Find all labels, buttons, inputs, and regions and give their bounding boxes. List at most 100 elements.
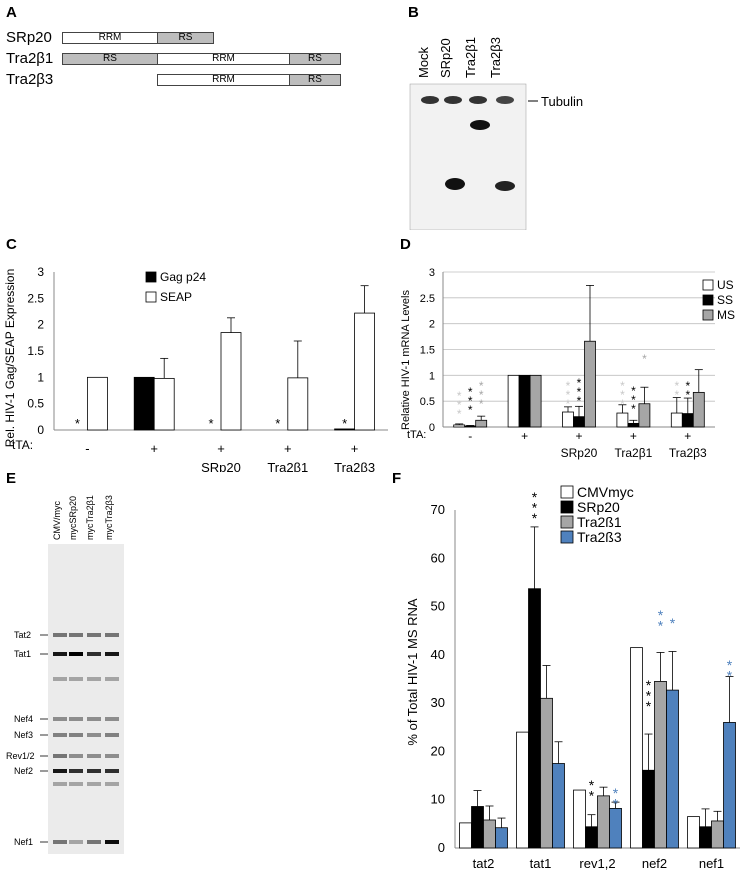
band-label-tubulin: Tubulin — [541, 94, 583, 109]
tta-value: + — [284, 441, 292, 456]
panel-e-gel: CMV/myc mycSRp20 mycTra2β1 mycTra2β3 Tat… — [6, 495, 124, 854]
gel-band — [69, 677, 83, 681]
tta-value: + — [684, 429, 691, 443]
legend-label: SEAP — [160, 290, 192, 304]
y-tick-label: 40 — [431, 647, 445, 662]
gel-band — [69, 782, 83, 786]
protein-band — [470, 120, 490, 130]
lane-label: Tra2β3 — [488, 37, 503, 78]
significance-marker: * — [479, 379, 484, 393]
y-tick-label: 0 — [429, 422, 435, 434]
bar — [133, 376, 155, 431]
bar — [507, 374, 520, 428]
gel-band — [53, 754, 67, 758]
y-tick-label: 60 — [431, 550, 445, 565]
tta-label: tTA: — [407, 429, 426, 441]
x-tick-label: SRp20 — [561, 446, 598, 460]
rrm-domain: RRM — [157, 53, 290, 65]
gel-band — [69, 733, 83, 737]
significance-marker: * — [685, 379, 690, 393]
tta-value: + — [575, 429, 582, 443]
gel-band — [69, 754, 83, 758]
x-tick-label: Tra2β1 — [614, 446, 652, 460]
bar — [616, 412, 629, 428]
significance-marker: * — [577, 376, 582, 390]
y-axis-label: % of Total HIV-1 MS RNA — [405, 598, 420, 745]
gel-band — [53, 840, 67, 844]
blot-membrane — [409, 83, 527, 230]
bar — [354, 312, 376, 431]
gel-band — [69, 633, 83, 637]
y-tick-label: 2 — [37, 318, 44, 332]
bar — [573, 416, 585, 428]
significance-marker: * — [479, 388, 484, 402]
significance-marker: * — [658, 618, 664, 634]
gel-band — [87, 754, 101, 758]
significance-marker: * — [727, 668, 733, 684]
significance-marker: * — [208, 416, 213, 431]
x-tick-label: rev1,2 — [579, 856, 615, 871]
significance-marker: * — [479, 397, 484, 411]
tta-value: - — [468, 429, 472, 443]
significance-marker: * — [566, 379, 571, 393]
panel-label-f: F — [392, 470, 402, 487]
panel-d-chart: Relative HIV-1 mRNA Levels tTA: 0 0.5 1 1.5… — [400, 267, 735, 460]
gel-band — [87, 717, 101, 721]
y-tick-label: 20 — [431, 743, 445, 758]
bar — [459, 822, 472, 849]
bar — [681, 413, 694, 428]
significance-marker: * — [275, 416, 280, 431]
significance-marker: * — [631, 402, 636, 416]
gel-band — [105, 652, 119, 656]
gel-band — [87, 769, 101, 773]
significance-marker: * — [620, 388, 625, 402]
tubulin-band — [444, 96, 462, 104]
bar — [483, 819, 496, 849]
bar — [692, 391, 705, 428]
gel-band — [53, 652, 67, 656]
gel-background — [48, 544, 124, 854]
rrm-domain: RRM — [157, 74, 290, 86]
bar — [699, 826, 712, 849]
legend-swatch — [560, 485, 574, 499]
protein-name: Tra2β3 — [6, 71, 54, 88]
significance-marker: * — [646, 698, 652, 714]
y-tick-label: 10 — [431, 792, 445, 807]
rrm-domain: RRM — [62, 32, 158, 44]
x-tick-label: Tra2β3 — [334, 460, 375, 472]
significance-marker: * — [631, 384, 636, 398]
bar — [627, 422, 640, 428]
significance-marker: * — [468, 394, 473, 408]
significance-marker: * — [75, 416, 80, 431]
band-label: Tat1 — [14, 649, 31, 659]
gel-band — [105, 633, 119, 637]
bar — [638, 403, 651, 428]
gel-band — [53, 677, 67, 681]
gel-band — [69, 769, 83, 773]
x-tick-label: tat1 — [530, 856, 552, 871]
bar — [529, 374, 542, 428]
protein-name: SRp20 — [6, 29, 52, 46]
gel-band — [87, 733, 101, 737]
bar — [552, 763, 565, 849]
lane-label: mycTra2β3 — [104, 495, 114, 540]
gel-band — [69, 652, 83, 656]
y-tick-label: 50 — [431, 599, 445, 614]
x-tick-label: nef1 — [699, 856, 724, 871]
panel-c-chart: Rel. HIV-1 Gag/SEAP Expression tTA: 0 0.5… — [3, 265, 388, 472]
gel-band — [105, 840, 119, 844]
panel-label-d: D — [400, 236, 411, 253]
band-label: Nef1 — [14, 837, 33, 847]
gel-band — [69, 717, 83, 721]
gel-band — [105, 769, 119, 773]
significance-marker: * — [620, 379, 625, 393]
bar — [475, 419, 488, 428]
legend-label: Gag p24 — [160, 270, 206, 284]
gel-band — [87, 782, 101, 786]
y-tick-label: 3 — [429, 267, 435, 279]
gel-band — [53, 717, 67, 721]
legend-label: Tra2ß3 — [577, 529, 622, 545]
significance-marker: * — [646, 688, 652, 704]
bar — [711, 820, 724, 849]
panel-label-e: E — [6, 470, 17, 487]
